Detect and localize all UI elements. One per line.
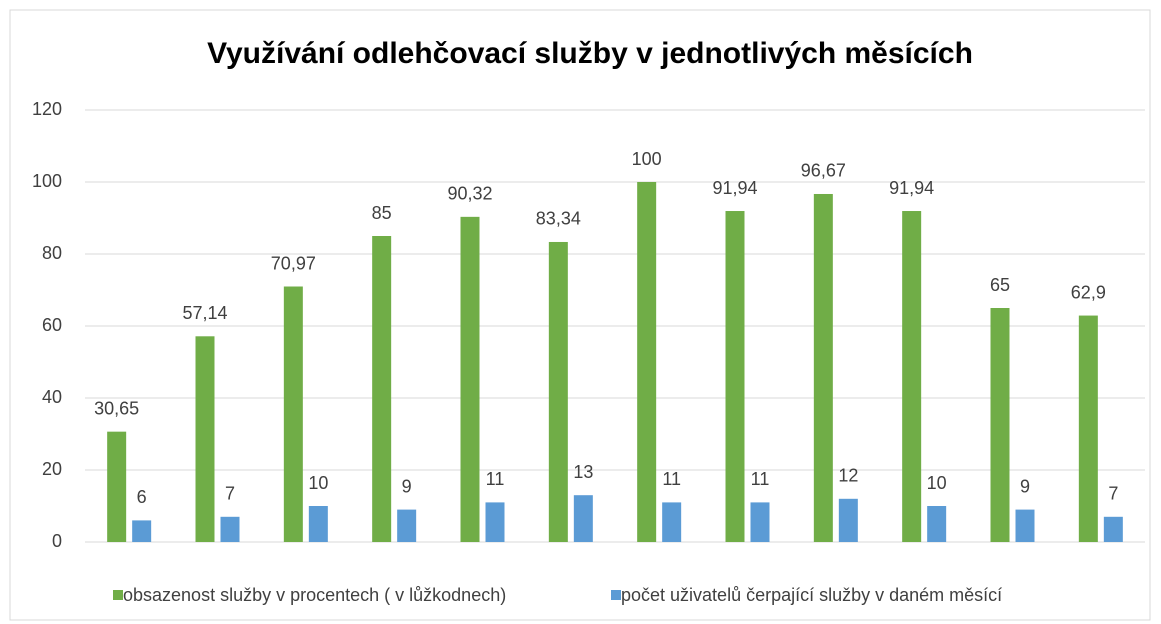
- data-label: 12: [838, 466, 858, 486]
- data-label: 83,34: [536, 209, 581, 229]
- data-label: 90,32: [447, 184, 492, 204]
- bar: [573, 495, 593, 542]
- legend-swatch: [113, 590, 123, 600]
- data-label: 65: [990, 275, 1010, 295]
- y-tick-label: 0: [52, 531, 62, 551]
- y-tick-label: 60: [42, 315, 62, 335]
- legend-label: obsazenost služby v procentech ( v lůžko…: [123, 585, 506, 605]
- data-label: 9: [402, 476, 412, 496]
- data-label: 13: [573, 462, 593, 482]
- data-label: 11: [486, 469, 505, 489]
- bar: [220, 516, 240, 542]
- bar: [902, 211, 922, 543]
- y-tick-label: 100: [32, 171, 62, 191]
- y-tick-label: 80: [42, 243, 62, 263]
- y-tick-label: 20: [42, 459, 62, 479]
- data-label: 85: [372, 203, 392, 223]
- bar: [1103, 516, 1123, 542]
- bar: [990, 308, 1010, 542]
- bar: [460, 216, 480, 542]
- data-label: 6: [137, 487, 147, 507]
- bar: [308, 506, 328, 542]
- data-label: 91,94: [712, 178, 757, 198]
- bar: [637, 182, 657, 542]
- data-label: 7: [1108, 484, 1118, 504]
- bar: [372, 236, 392, 542]
- bar: [397, 509, 417, 542]
- bar: [485, 502, 505, 542]
- bar: [132, 520, 152, 542]
- data-label: 30,65: [94, 398, 139, 418]
- data-label: 11: [662, 469, 681, 489]
- bar: [283, 286, 303, 542]
- legend-label: počet uživatelů čerpající služby v daném…: [621, 585, 1002, 605]
- bar: [750, 502, 770, 542]
- bar: [1015, 509, 1035, 542]
- data-label: 91,94: [889, 178, 934, 198]
- y-tick-label: 40: [42, 387, 62, 407]
- bar: [662, 502, 682, 542]
- data-label: 9: [1020, 476, 1030, 496]
- bar: [548, 241, 568, 542]
- bar: [927, 506, 947, 542]
- data-label: 70,97: [271, 253, 316, 273]
- data-label: 7: [225, 484, 235, 504]
- data-label: 10: [927, 473, 947, 493]
- data-label: 100: [632, 149, 662, 169]
- data-label: 96,67: [801, 161, 846, 181]
- bar: [107, 431, 127, 542]
- data-label: 11: [751, 469, 770, 489]
- data-label: 62,9: [1071, 282, 1106, 302]
- chart-title: Využívání odlehčovací služby v jednotliv…: [207, 37, 973, 70]
- bar: [1078, 315, 1098, 542]
- bar: [838, 498, 858, 542]
- legend-swatch: [611, 590, 621, 600]
- y-tick-label: 120: [32, 99, 62, 119]
- data-label: 10: [308, 473, 328, 493]
- data-label: 57,14: [182, 303, 227, 323]
- bar: [725, 211, 745, 543]
- bar: [813, 193, 833, 542]
- bar: [195, 336, 215, 542]
